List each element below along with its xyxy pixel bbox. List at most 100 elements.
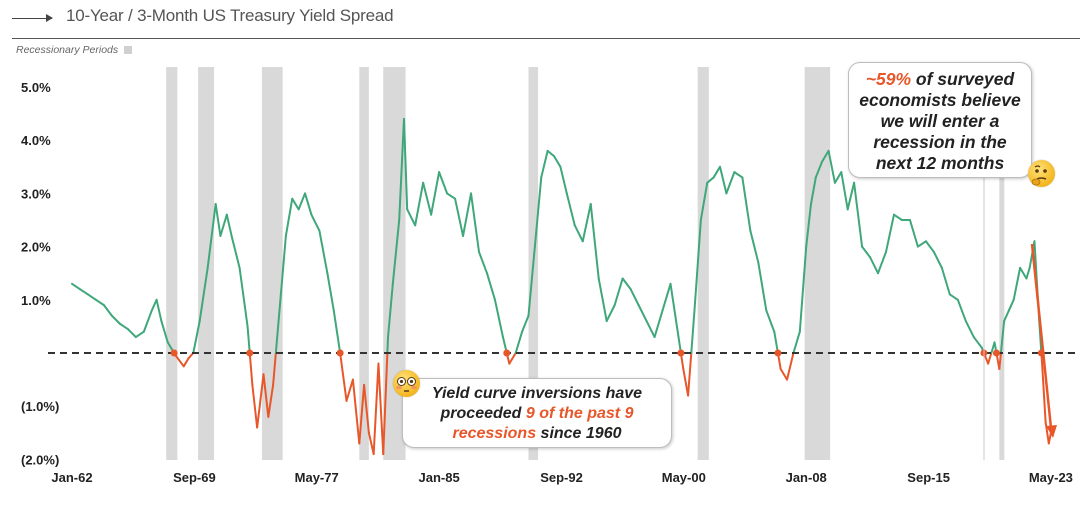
recession-band — [999, 67, 1005, 460]
spread-segment-negative — [251, 383, 259, 429]
spread-segment-positive — [733, 171, 744, 179]
spread-segment-positive — [597, 277, 608, 323]
economists-callout: ~59% of surveyed economists believe we w… — [848, 62, 1032, 178]
y-axis-ticks: 5.0% 4.0% 3.0% 2.0% 1.0% (1.0%) (2.0%) — [21, 80, 59, 467]
spread-segment-positive — [438, 171, 449, 195]
y-tick-label: (1.0%) — [21, 399, 59, 414]
spread-segment-positive — [278, 234, 287, 312]
spread-segment-positive — [386, 336, 390, 354]
spread-segment-positive — [422, 181, 433, 216]
zero-crossing-markers — [170, 349, 1045, 357]
spread-segment-positive — [741, 176, 752, 232]
spread-segment-positive — [553, 155, 562, 168]
spread-segment-positive — [150, 298, 158, 312]
spread-segment-positive — [514, 330, 524, 354]
economists-percent: ~59% — [865, 69, 912, 89]
inversion-marker — [774, 349, 782, 357]
spread-segment-negative — [687, 352, 693, 397]
spread-segment-negative — [1044, 421, 1050, 445]
spread-line — [71, 117, 1053, 456]
x-tick-label: Sep-92 — [540, 470, 583, 485]
spread-segment-positive — [964, 320, 975, 339]
recession-legend-label: Recessionary Periods — [16, 44, 119, 56]
x-tick-label: Jan-08 — [786, 470, 827, 485]
spread-segment-negative — [182, 357, 190, 368]
arrow-right-icon — [12, 14, 53, 22]
spread-segment-positive — [304, 192, 313, 216]
spread-segment-positive — [613, 277, 624, 307]
spread-segment-positive — [853, 181, 864, 248]
y-tick-label: (2.0%) — [21, 452, 59, 467]
spread-segment-positive — [892, 213, 903, 221]
recession-band — [359, 67, 369, 460]
spread-segment-positive — [877, 250, 888, 275]
spread-segment-positive — [134, 330, 145, 339]
y-tick-label: 2.0% — [21, 240, 51, 255]
spread-segment-positive — [999, 320, 1006, 354]
spread-segment-negative — [372, 362, 380, 456]
spread-segment-positive — [712, 165, 722, 179]
spread-segment-positive — [940, 266, 951, 296]
spread-segment-positive — [719, 165, 728, 195]
y-tick-label: 4.0% — [21, 133, 51, 148]
spread-segment-negative — [351, 378, 361, 445]
spread-segment-positive — [310, 213, 321, 232]
spread-segment-positive — [809, 176, 817, 206]
spread-segment-negative — [682, 367, 690, 397]
spread-segment-positive — [956, 298, 967, 323]
spread-segment-negative — [1041, 367, 1047, 424]
recession-band — [166, 67, 178, 460]
spread-segment-positive — [462, 192, 473, 237]
spread-segment-positive — [908, 219, 919, 248]
spread-segment-negative — [262, 373, 270, 418]
spread-segment-positive — [1007, 298, 1015, 312]
title-divider — [12, 38, 1080, 39]
spread-segment-positive — [869, 256, 880, 275]
spread-segment-positive — [749, 229, 760, 264]
inversion-marker — [503, 349, 511, 357]
spread-segment-negative — [377, 362, 385, 456]
spread-segment-positive — [833, 171, 843, 184]
spread-segment-positive — [110, 314, 121, 325]
spread-segment-positive — [629, 288, 640, 307]
spread-segment-negative — [256, 373, 265, 429]
spread-segment-negative — [779, 367, 789, 381]
spread-segment-positive — [391, 219, 401, 285]
spread-segment-positive — [589, 203, 600, 280]
spread-segment-positive — [470, 192, 481, 253]
spread-segment-positive — [1003, 309, 1010, 323]
spread-segment-positive — [274, 309, 281, 354]
spread-segment-positive — [142, 309, 153, 333]
inversions-callout: Yield curve inversions have proceeded 9 … — [402, 378, 672, 448]
spread-segment-negative — [339, 352, 348, 402]
spread-segment-positive — [454, 197, 465, 237]
spread-segment-positive — [478, 250, 488, 275]
spread-segment-positive — [402, 117, 409, 211]
recession-band — [697, 67, 709, 460]
spread-segment-positive — [246, 325, 251, 354]
spread-segment-positive — [1025, 266, 1031, 280]
inversions-text-2: since 1960 — [536, 425, 622, 442]
spread-segment-positive — [238, 266, 249, 328]
spread-segment-positive — [637, 304, 648, 323]
spread-segment-positive — [94, 298, 105, 307]
spread-segment-positive — [78, 288, 89, 296]
spread-segment-positive — [827, 149, 836, 184]
spread-segment-positive — [846, 181, 856, 211]
spread-segment-positive — [605, 304, 616, 323]
spread-segment-positive — [653, 309, 664, 339]
spread-segment-positive — [332, 309, 342, 354]
inversion-marker — [170, 349, 178, 357]
spread-segment-negative — [272, 352, 277, 386]
spread-segment-positive — [160, 320, 169, 344]
spread-segment-positive — [387, 282, 394, 339]
inversion-marker — [246, 349, 254, 357]
spread-segment-positive — [699, 181, 709, 221]
spread-segment-positive — [706, 176, 715, 184]
spread-segment-negative — [363, 383, 370, 434]
spread-segment-positive — [86, 293, 97, 301]
chart-title: 10-Year / 3-Month US Treasury Yield Spre… — [66, 6, 394, 25]
spread-segment-positive — [773, 330, 779, 354]
spread-segment-positive — [693, 219, 702, 312]
